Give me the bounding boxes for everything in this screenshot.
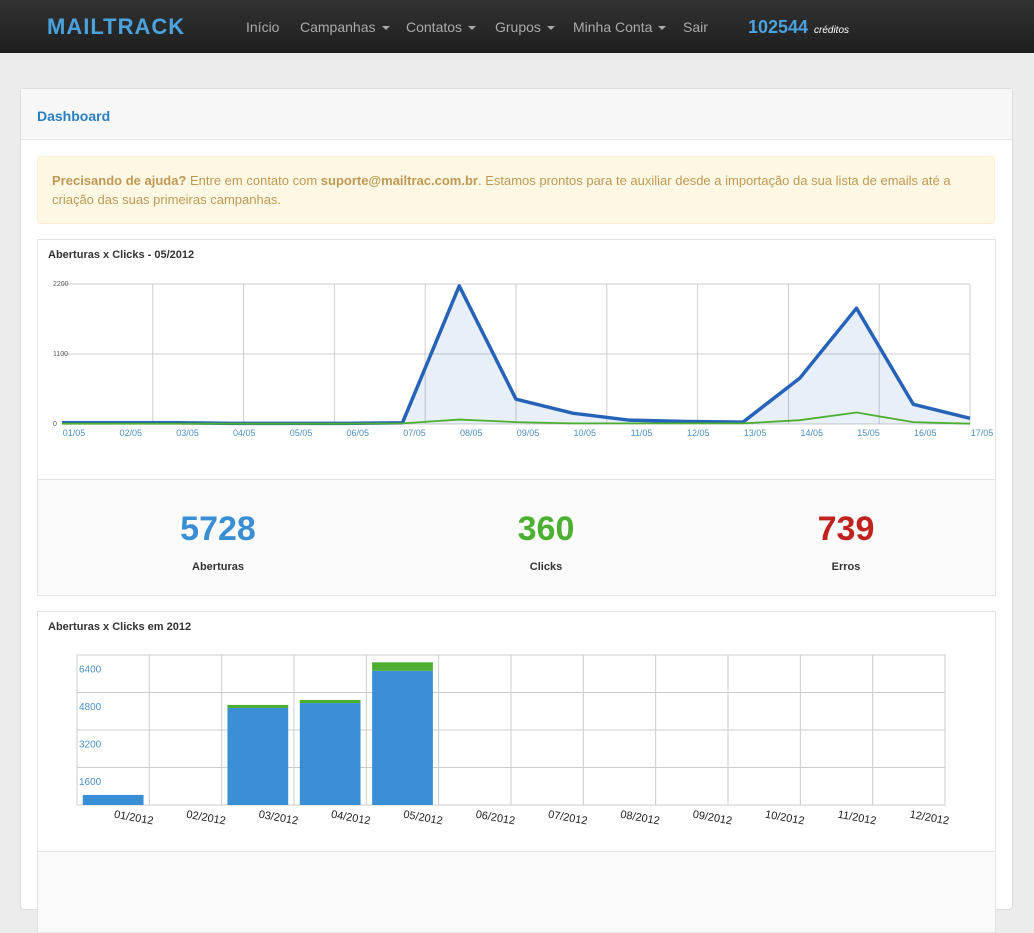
y-tick-label: 4800 <box>79 702 102 713</box>
x-tick-label: 17/05 <box>971 428 994 438</box>
bar <box>299 700 361 704</box>
line-chart: 0 1100 2200 01/05 02/05 03/05 04/05 05/05 06/05 0… <box>53 281 993 438</box>
x-tick-label: 14/05 <box>800 428 823 438</box>
caret <box>546 26 555 31</box>
nav-link[interactable]: Início <box>246 19 280 35</box>
stat-value: 739 <box>817 510 875 548</box>
x-tick-label: 03/05 <box>176 428 199 438</box>
x-tick-label: 13/05 <box>744 428 767 438</box>
nav-dropdown[interactable]: Campanhas <box>300 19 390 35</box>
y-tick-label: 0 <box>53 421 57 428</box>
x-tick-label: 04/05 <box>233 428 256 438</box>
bar <box>227 707 289 805</box>
x-tick-label: 03/2012 <box>258 809 299 828</box>
x-tick-label: 11/05 <box>631 428 653 438</box>
line <box>62 411 971 425</box>
x-tick-label: 01/2012 <box>113 809 154 828</box>
stat: 5728 Aberturas <box>118 510 318 573</box>
y-tick-label: 1100 <box>53 351 68 358</box>
x-tick-label: 10/05 <box>573 428 596 438</box>
nav-label: Contatos <box>406 19 463 35</box>
x-tick-label: 05/05 <box>290 428 313 438</box>
x-tick-label: 04/2012 <box>330 809 371 828</box>
alert: Precisando de ajuda? Entre em contato co… <box>37 156 995 224</box>
alert-text: Entre em contato com <box>190 173 318 188</box>
x-tick-label: 09/05 <box>517 428 540 438</box>
y-tick-label: 1600 <box>79 777 102 788</box>
stat: 739 Erros <box>746 510 946 573</box>
nav-dropdown[interactable]: Minha Conta <box>573 19 667 35</box>
bar <box>227 704 289 708</box>
panel-header <box>21 89 1012 140</box>
logo[interactable]: MAILTRACK <box>47 14 186 39</box>
nav-link[interactable]: Sair <box>683 19 708 35</box>
nav-label: Grupos <box>495 19 541 35</box>
x-tick-label: 05/2012 <box>402 809 443 828</box>
x-tick-label: 02/05 <box>119 428 142 438</box>
x-tick-label: 09/2012 <box>692 809 733 828</box>
y-tick-label: 3200 <box>79 740 102 751</box>
credits-label: créditos <box>814 25 850 36</box>
navbar: MAILTRACK Início Campanhas Contatos Grup… <box>0 0 1034 53</box>
y-tick-label: 2200 <box>53 281 69 288</box>
bar <box>299 703 361 805</box>
nav-dropdown[interactable]: Grupos <box>495 19 555 35</box>
x-tick-label: 08/2012 <box>619 809 660 828</box>
bar <box>372 670 433 805</box>
x-tick-label: 08/05 <box>460 428 483 438</box>
x-tick-label: 06/2012 <box>475 809 516 828</box>
stat-value: 360 <box>517 510 575 548</box>
chart-title: Aberturas x Clicks em 2012 <box>48 621 192 633</box>
stat-label: Aberturas <box>192 561 244 573</box>
x-tick-label: 02/2012 <box>185 809 226 828</box>
x-tick-label: 06/05 <box>346 428 369 438</box>
stat-label: Erros <box>831 561 861 573</box>
bar-chart: 1600 3200 4800 6400 01/2012 02/2012 03/2012 04/… <box>76 654 950 828</box>
nav-dropdown[interactable]: Contatos <box>406 19 477 35</box>
alert-text: . Estamos prontos para te auxiliar desde… <box>52 173 951 207</box>
x-tick-label: 07/05 <box>403 428 426 438</box>
caret <box>658 26 667 31</box>
panel: Dashboard Precisando de ajuda? Entre em … <box>20 88 1013 933</box>
stat-value: 5728 <box>180 510 256 548</box>
x-tick-label: 12/2012 <box>909 809 950 828</box>
nav-label: Minha Conta <box>573 19 653 35</box>
stat: 360 Clicks <box>446 510 646 573</box>
stat-label: Clicks <box>529 561 563 573</box>
x-tick-label: 01/05 <box>63 428 86 438</box>
credits-value: 102544 <box>748 17 809 37</box>
x-tick-label: 15/05 <box>857 428 880 438</box>
x-tick-label: 16/05 <box>914 428 937 438</box>
y-tick-label: 6400 <box>79 665 102 676</box>
caret <box>468 26 477 31</box>
x-tick-label: 10/2012 <box>764 809 805 828</box>
panel-title: Dashboard <box>37 108 111 124</box>
charts-layer: 0 1100 2200 01/05 02/05 03/05 04/05 05/05 06/05 0… <box>53 281 993 828</box>
bar <box>372 662 433 671</box>
bar <box>82 794 144 805</box>
caret <box>381 26 390 31</box>
x-tick-label: 12/05 <box>687 428 710 438</box>
area <box>62 285 970 424</box>
x-tick-label: 11/2012 <box>837 809 877 828</box>
x-tick-label: 07/2012 <box>547 809 588 828</box>
stats-row: 5728 Aberturas 360 Clicks 739 Erros <box>37 479 996 596</box>
alert-email[interactable]: suporte@mailtrac.com.br <box>320 173 478 188</box>
alert-strong: Precisando de ajuda? <box>52 173 187 188</box>
nav-label: Campanhas <box>300 19 376 35</box>
chart-title: Aberturas x Clicks - 05/2012 <box>48 249 195 261</box>
